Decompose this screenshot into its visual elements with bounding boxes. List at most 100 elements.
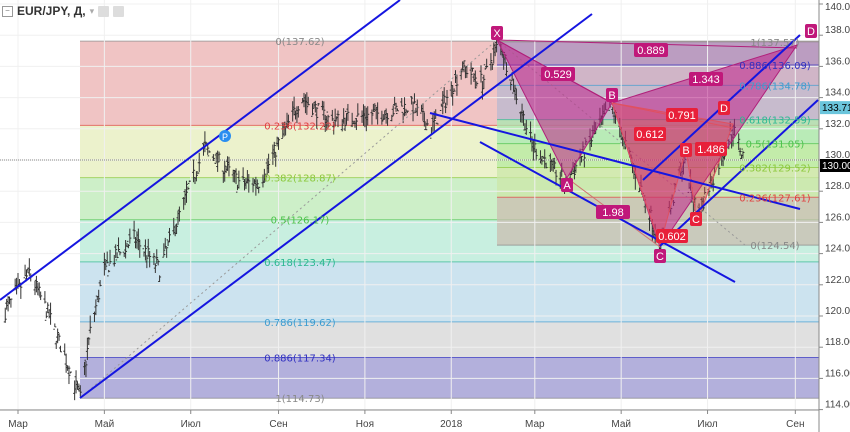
svg-text:B: B bbox=[608, 90, 615, 102]
price-bar bbox=[514, 88, 518, 105]
pattern-label[interactable]: D bbox=[718, 101, 730, 115]
price-bar bbox=[126, 240, 130, 249]
price-bar bbox=[145, 255, 149, 269]
price-bar bbox=[39, 291, 43, 301]
eye-icon[interactable] bbox=[98, 5, 110, 17]
price-bar bbox=[485, 58, 489, 68]
pattern-label[interactable]: X bbox=[491, 26, 503, 40]
price-axis[interactable] bbox=[819, 0, 850, 432]
pattern-label[interactable]: 0.602 bbox=[656, 229, 688, 243]
trendline[interactable] bbox=[0, 0, 401, 301]
svg-text:D: D bbox=[720, 103, 728, 115]
price-bar bbox=[343, 117, 347, 132]
price-bar bbox=[738, 147, 742, 156]
y-tick-label: 124.00 bbox=[825, 244, 850, 255]
gear-icon[interactable] bbox=[113, 5, 125, 17]
y-tick-label: 120.00 bbox=[825, 306, 850, 317]
trendline[interactable] bbox=[659, 99, 819, 247]
price-bar bbox=[390, 114, 394, 122]
pattern-label[interactable]: 0.791 bbox=[666, 108, 698, 122]
svg-text:A: A bbox=[563, 180, 571, 192]
x-tick-label: Мар bbox=[8, 419, 28, 430]
svg-text:B: B bbox=[682, 145, 689, 157]
svg-text:1.486: 1.486 bbox=[697, 144, 725, 156]
price-bar bbox=[350, 112, 354, 128]
price-bar bbox=[422, 112, 426, 127]
price-bar bbox=[94, 299, 98, 316]
price-bar bbox=[703, 186, 707, 198]
pattern-label[interactable]: C bbox=[654, 249, 666, 263]
price-bar bbox=[192, 159, 196, 183]
pattern-label[interactable]: 0.889 bbox=[634, 43, 668, 57]
chevron-down-icon[interactable]: ▾ bbox=[89, 5, 95, 16]
fib-level-label: 0.236(127.61) bbox=[739, 193, 811, 204]
pattern-label[interactable]: 0.612 bbox=[634, 127, 666, 141]
svg-text:C: C bbox=[692, 214, 700, 226]
price-bar bbox=[371, 103, 375, 114]
price-bar bbox=[3, 307, 7, 323]
pivot-marker[interactable]: P bbox=[219, 130, 231, 142]
price-bar bbox=[97, 289, 101, 303]
price-bar bbox=[155, 249, 159, 264]
pattern-label[interactable]: B bbox=[606, 88, 618, 102]
price-bar bbox=[544, 162, 548, 169]
svg-text:0.529: 0.529 bbox=[544, 69, 572, 81]
price-bar bbox=[132, 220, 136, 240]
price-bar bbox=[455, 74, 459, 96]
pattern-label[interactable]: A bbox=[561, 178, 573, 192]
y-tick-label: 116.00 bbox=[825, 368, 850, 379]
trendline[interactable] bbox=[429, 112, 801, 210]
price-bar bbox=[264, 173, 268, 182]
price-bar bbox=[57, 332, 61, 341]
y-tick-label: 136.00 bbox=[825, 56, 850, 67]
price-bar bbox=[459, 69, 463, 80]
y-tick-label: 138.00 bbox=[825, 25, 850, 36]
pattern-label[interactable]: B bbox=[680, 143, 692, 157]
pattern-label[interactable]: D bbox=[805, 24, 817, 38]
pattern-label[interactable]: 1.343 bbox=[689, 72, 723, 86]
pattern-label[interactable]: 1.98 bbox=[596, 205, 630, 219]
fib-level-label: 0.886(117.34) bbox=[264, 353, 336, 364]
time-axis[interactable] bbox=[0, 410, 819, 432]
fib-level-label: 0.618(123.47) bbox=[264, 258, 336, 269]
price-bar bbox=[509, 79, 513, 91]
price-bar bbox=[156, 257, 160, 266]
price-bar bbox=[257, 186, 261, 194]
svg-text:0.602: 0.602 bbox=[658, 231, 686, 243]
fib-level-label: 1(137.57) bbox=[750, 38, 799, 49]
price-bar bbox=[482, 74, 486, 90]
price-label: 133.71 bbox=[820, 101, 850, 115]
price-bar bbox=[196, 171, 200, 175]
price-bar bbox=[403, 97, 407, 117]
y-tick-label: 128.00 bbox=[825, 181, 850, 192]
price-bar bbox=[68, 367, 72, 374]
fib-trend-line[interactable] bbox=[496, 39, 746, 246]
pattern-label[interactable]: 1.486 bbox=[695, 142, 727, 156]
fib-level-label: 1(114.73) bbox=[275, 394, 324, 405]
fib-trend-line[interactable] bbox=[79, 39, 498, 399]
y-tick-label: 122.00 bbox=[825, 275, 850, 286]
price-bar bbox=[395, 108, 399, 114]
minus-box-icon[interactable]: − bbox=[2, 5, 13, 17]
price-bar bbox=[513, 84, 517, 101]
price-bar bbox=[46, 302, 50, 314]
svg-text:133.71: 133.71 bbox=[822, 103, 850, 114]
price-bar bbox=[356, 103, 360, 117]
price-bar bbox=[471, 67, 475, 72]
price-bar bbox=[58, 345, 62, 353]
price-bar bbox=[9, 298, 13, 308]
svg-text:0.612: 0.612 bbox=[636, 129, 664, 141]
price-bar bbox=[473, 70, 477, 89]
pattern-label[interactable]: C bbox=[690, 212, 702, 226]
price-bar bbox=[469, 62, 473, 85]
chart-header: − EUR/JPY, Д, ▾ bbox=[2, 4, 125, 18]
price-bar bbox=[207, 150, 211, 157]
price-bar bbox=[152, 253, 156, 266]
price-bar bbox=[410, 96, 414, 105]
trendline[interactable] bbox=[79, 13, 593, 399]
pattern-label[interactable]: 0.529 bbox=[541, 67, 575, 81]
price-bar bbox=[187, 180, 191, 184]
symbol-title[interactable]: EUR/JPY, Д, bbox=[17, 4, 86, 18]
price-bar bbox=[115, 252, 119, 261]
